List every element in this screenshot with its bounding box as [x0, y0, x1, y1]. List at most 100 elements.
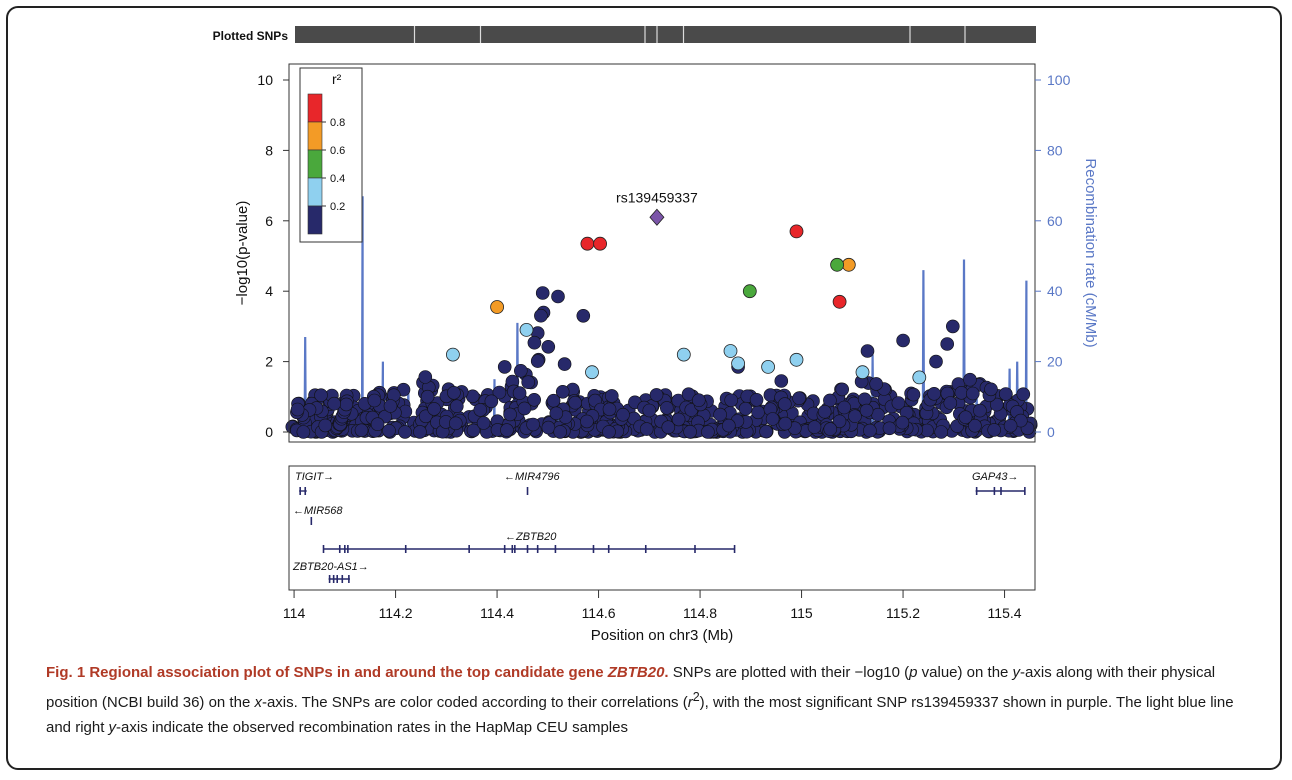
snp-point	[568, 395, 583, 410]
x-axis-tick-label: 114.8	[683, 605, 717, 621]
figure-frame	[6, 6, 1282, 770]
snp-point	[671, 412, 686, 427]
snp-point-r2-02	[676, 347, 691, 362]
caption-title-suffix: .	[664, 664, 669, 681]
snp-point	[998, 387, 1013, 401]
x-axis-tick-label: 114	[283, 605, 306, 621]
snp-point	[604, 389, 619, 403]
caption-text-segment: -axis. The SNPs are color coded accordin…	[261, 694, 688, 711]
gene-label-gap43: GAP43→	[972, 471, 1018, 483]
y-axis-right-label: Recombination rate (cM/Mb)	[1082, 158, 1099, 347]
caption-text-segment: r	[687, 694, 693, 711]
snp-point	[823, 422, 838, 436]
snp-point	[823, 393, 837, 408]
gene-label-tigit: TIGIT→	[295, 471, 334, 483]
y-axis-right-tick-label: 0	[1047, 424, 1055, 440]
snp-point	[549, 406, 564, 421]
snp-point	[963, 372, 977, 387]
snp-point	[580, 414, 594, 429]
caption-title-prefix: Regional association plot of SNPs in and…	[89, 664, 608, 681]
plotted-snps-label: Plotted SNPs	[213, 29, 289, 43]
snp-point	[683, 424, 697, 439]
snp-point-r2-08	[580, 236, 595, 251]
snp-point	[954, 385, 969, 400]
snp-point	[859, 403, 874, 418]
snp-point	[476, 416, 491, 430]
snp-point-r2-06	[841, 257, 856, 272]
x-axis-tick-label: 114.2	[379, 605, 413, 621]
snp-point	[848, 409, 862, 424]
legend-swatch	[307, 149, 323, 179]
snp-point	[413, 425, 427, 439]
snp-point	[290, 402, 305, 417]
snp-point	[602, 425, 616, 439]
snp-point	[530, 354, 545, 368]
snp-point	[774, 374, 789, 388]
y-axis-left-label: −log10(p-value)	[234, 201, 251, 306]
snp-point-r2-02	[789, 352, 804, 367]
snp-point	[526, 417, 540, 432]
snp-point	[1016, 387, 1031, 402]
snp-point	[527, 392, 542, 407]
snp-point-r2-02	[519, 322, 534, 337]
caption-body: SNPs are plotted with their −log10 (p va…	[46, 664, 1234, 736]
snp-point	[512, 386, 527, 400]
snp-point-r2-06	[490, 300, 505, 314]
snp-point	[896, 333, 910, 348]
snp-point-r2-02	[723, 344, 738, 358]
snp-point	[535, 286, 550, 300]
snp-point	[296, 425, 311, 439]
snp-point	[792, 391, 806, 406]
snp-point	[318, 418, 333, 433]
caption-text-segment: 2	[692, 690, 700, 704]
snp-point	[895, 415, 910, 430]
snp-point-r2-02	[855, 365, 870, 380]
legend-swatch	[307, 205, 323, 235]
snp-point	[576, 308, 591, 323]
snp-point	[987, 423, 1002, 437]
y-axis-left-tick-label: 4	[265, 283, 273, 299]
snp-point	[832, 414, 847, 429]
legend-label: 0.2	[330, 201, 345, 213]
snp-point	[661, 420, 676, 435]
snp-point	[929, 354, 943, 369]
snp-point-r2-02	[445, 347, 460, 362]
snp-point-r2-08	[593, 236, 607, 251]
snp-point	[759, 424, 773, 439]
snp-point	[517, 401, 532, 416]
snp-point	[721, 418, 736, 433]
snp-point	[521, 375, 536, 390]
snp-point	[965, 386, 980, 401]
snp-point	[449, 399, 464, 414]
snp-point	[751, 405, 765, 420]
snp-point	[327, 396, 342, 411]
snp-point	[817, 404, 832, 419]
snp-point	[860, 344, 875, 358]
snp-point-r2-02	[731, 356, 745, 371]
x-axis-tick-label: 114.4	[480, 605, 514, 621]
snp-point	[383, 399, 398, 413]
snp-point	[713, 407, 727, 422]
snp-point	[857, 392, 872, 407]
snp-point	[906, 387, 921, 402]
caption-text-segment: -axis along with their physical position…	[46, 664, 1216, 711]
snp-point	[354, 423, 369, 438]
regional-association-plot: Plotted SNPs rs139459337 0 2 4 6 8 10 0 20 40 60…	[213, 26, 1099, 644]
x-axis-tick-label: 115.4	[988, 605, 1022, 621]
snp-point	[339, 397, 354, 412]
caption-text-segment: p	[909, 664, 918, 681]
snp-point	[420, 389, 435, 404]
gene-label-zbtb20: ←ZBTB20	[505, 531, 557, 543]
caption-text-segment: SNPs are plotted with their −log10 (	[668, 664, 910, 681]
caption-text-segment: y	[1012, 664, 1021, 681]
snp-point	[871, 407, 885, 422]
x-axis-tick-label: 114.6	[582, 605, 616, 621]
snp-point	[555, 384, 570, 399]
y-axis-left-tick-label: 8	[265, 142, 273, 158]
snp-point	[973, 403, 987, 418]
lead-snp-marker	[649, 208, 665, 226]
snp-point-r2-02	[585, 365, 599, 380]
snp-point	[527, 335, 542, 350]
snp-point	[882, 421, 897, 436]
legend-label: 0.4	[330, 173, 345, 185]
